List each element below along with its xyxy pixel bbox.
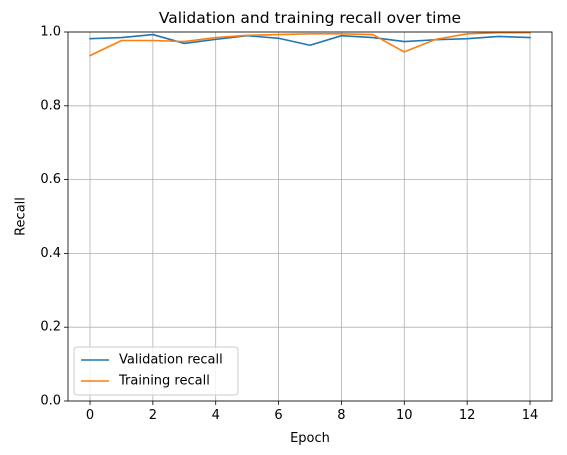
y-tick-label: 0.4 [40,246,61,261]
axis-ticks: 0 2 4 6 8 10 12 14 0.0 0.2 0.4 0.6 0.8 1.0 [40,25,538,424]
chart-title: Validation and training recall over time [159,9,461,27]
y-tick-label: 0.8 [40,98,61,113]
legend-label: Validation recall [119,353,223,368]
legend: Validation recall Training recall [73,346,239,396]
y-axis-label: Recall [14,197,29,236]
x-tick-label: 14 [522,408,539,423]
y-tick-label: 0.0 [40,394,61,409]
x-tick-label: 6 [274,408,282,423]
y-tick-label: 0.2 [40,320,61,335]
plot-frame [67,31,553,402]
series-line-training-recall [88,32,531,57]
legend-box [73,346,239,396]
x-tick-label: 10 [396,408,413,423]
x-tick-label: 0 [86,408,94,423]
y-tick-label: 1.0 [40,25,61,40]
x-tick-label: 8 [337,408,345,423]
x-tick-label: 12 [459,408,476,423]
y-tick-label: 0.6 [40,172,61,187]
x-axis-label: Epoch [290,431,330,446]
legend-label: Training recall [118,374,210,389]
series-line-validation-recall [89,33,531,47]
series-lines [88,32,531,57]
x-tick-label: 2 [149,408,157,423]
grid-lines [68,31,552,402]
x-tick-label: 4 [212,408,220,423]
